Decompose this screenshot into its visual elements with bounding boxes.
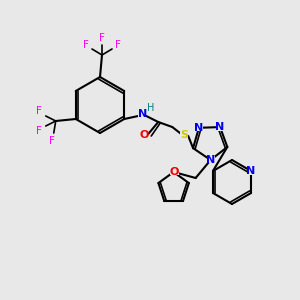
FancyBboxPatch shape: [138, 110, 146, 118]
Text: F: F: [49, 136, 55, 146]
Text: O: O: [170, 167, 179, 177]
FancyBboxPatch shape: [216, 124, 224, 130]
Text: H: H: [147, 103, 154, 113]
Text: F: F: [115, 40, 121, 50]
Text: F: F: [36, 106, 42, 116]
Text: N: N: [138, 109, 147, 119]
Text: F: F: [99, 33, 105, 43]
Text: N: N: [194, 123, 203, 133]
FancyBboxPatch shape: [247, 167, 255, 175]
FancyBboxPatch shape: [180, 131, 188, 139]
Text: S: S: [180, 130, 188, 140]
Text: F: F: [83, 40, 89, 50]
FancyBboxPatch shape: [170, 169, 179, 176]
Text: O: O: [140, 130, 149, 140]
Text: N: N: [246, 166, 256, 176]
FancyBboxPatch shape: [195, 124, 203, 131]
Text: N: N: [215, 122, 225, 132]
FancyBboxPatch shape: [207, 157, 214, 164]
Text: F: F: [36, 126, 42, 136]
FancyBboxPatch shape: [140, 131, 148, 139]
Text: N: N: [206, 155, 215, 165]
